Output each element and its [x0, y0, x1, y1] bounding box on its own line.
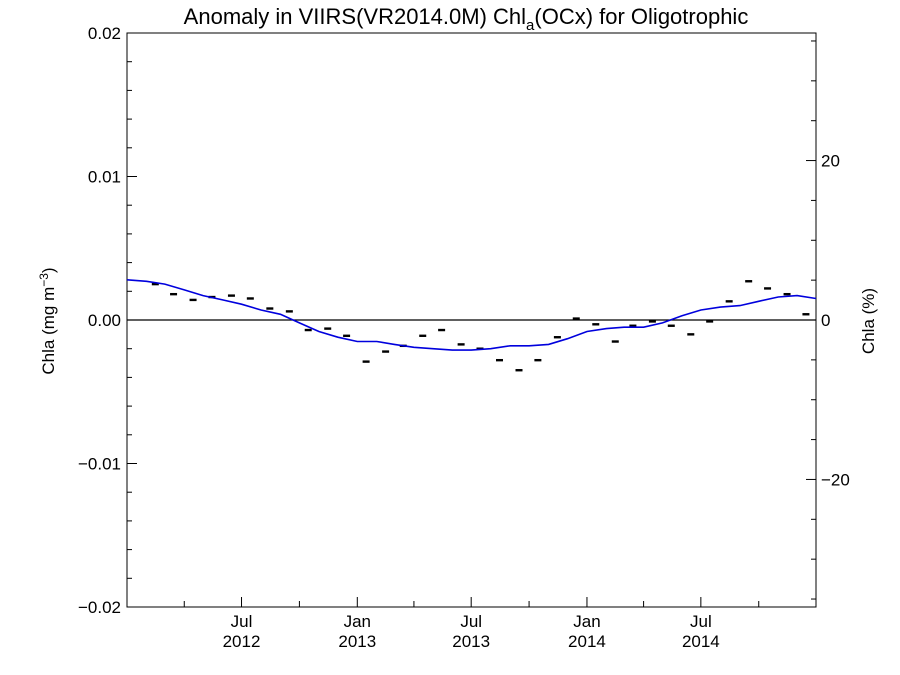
plot-area: −0.02−0.010.000.010.02−20020Jul2012Jan20…	[78, 24, 850, 651]
chart-title-subscript: a	[526, 17, 535, 34]
y-axis-title-left-close: )	[39, 267, 58, 273]
x-tick-label-month: Jul	[690, 612, 712, 631]
x-tick-label-year: 2014	[682, 632, 720, 651]
chart-title-suffix: (OCx) for Oligotrophic	[534, 4, 748, 29]
y-tick-label: −0.02	[78, 598, 121, 617]
y-tick-label: 0.01	[88, 168, 121, 187]
y-axis-title-left: Chla (mg m−3)	[37, 267, 58, 374]
x-tick-label-month: Jan	[573, 612, 600, 631]
y2-tick-label: −20	[821, 470, 850, 489]
y-tick-label: 0.02	[88, 24, 121, 43]
x-tick-label-year: 2013	[338, 632, 376, 651]
x-tick-label-year: 2013	[452, 632, 490, 651]
y-tick-label: 0.00	[88, 311, 121, 330]
y-axis-title-left-main: Chla (mg m	[39, 287, 58, 375]
y-axis-title-right: Chla (%)	[859, 288, 878, 354]
y-tick-label: −0.01	[78, 455, 121, 474]
y-axis-title-left-sup: −3	[37, 273, 51, 287]
x-tick-label-year: 2012	[223, 632, 261, 651]
chart-title-prefix: Anomaly in VIIRS(VR2014.0M) Chl	[184, 4, 526, 29]
x-tick-label-month: Jan	[344, 612, 371, 631]
y2-tick-label: 0	[821, 311, 830, 330]
smoothed-anomaly-line	[126, 279, 817, 351]
y2-tick-label: 20	[821, 152, 840, 171]
x-tick-label-month: Jul	[460, 612, 482, 631]
x-tick-label-month: Jul	[231, 612, 253, 631]
x-tick-label-year: 2014	[568, 632, 606, 651]
chart-title: Anomaly in VIIRS(VR2014.0M) Chla(OCx) fo…	[184, 4, 749, 34]
